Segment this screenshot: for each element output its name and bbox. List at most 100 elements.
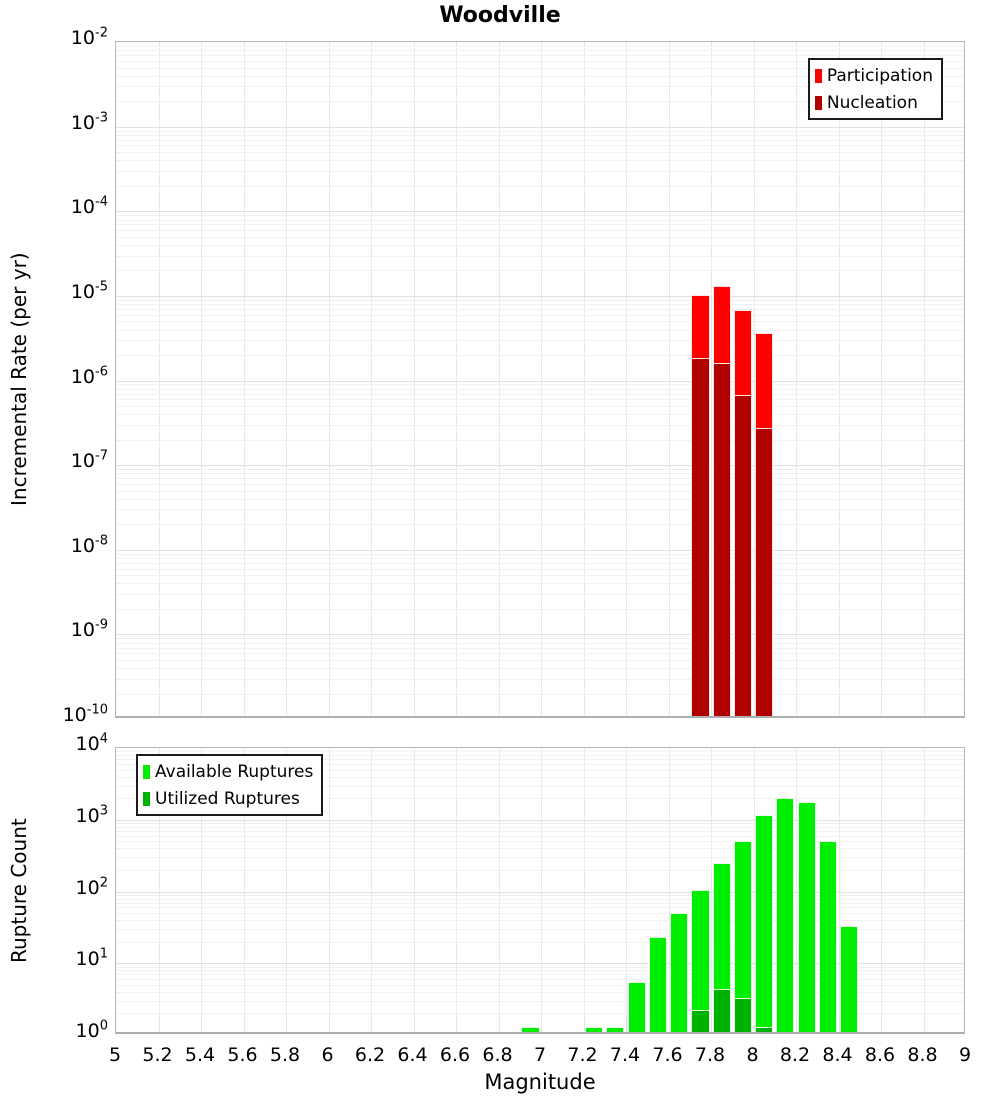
gridline-minor: [116, 309, 964, 310]
gridline-vertical: [923, 42, 925, 716]
gridline-minor: [116, 769, 964, 771]
gridline-major: [116, 819, 964, 821]
gridline-vertical: [413, 42, 415, 716]
gridline-minor: [116, 134, 964, 136]
gridline-minor: [116, 826, 964, 828]
gridline-minor: [116, 823, 964, 824]
gridline-minor: [116, 524, 964, 526]
gridline-vertical: [498, 42, 500, 716]
x-tick-label: 7: [533, 1044, 547, 1066]
gridline-minor: [116, 388, 964, 390]
gridline-minor: [116, 869, 964, 871]
gridline-minor: [116, 659, 964, 661]
gridline-minor: [116, 848, 964, 850]
legend-entry-participation: Participation: [814, 62, 933, 89]
gridline-minor: [116, 594, 964, 595]
gridline-vertical: [796, 42, 797, 716]
gridline-vertical: [201, 748, 202, 1032]
gridline-minor: [116, 841, 964, 843]
bar-available-ruptures: [585, 1027, 604, 1032]
y-tick-label: 10-2: [70, 25, 108, 49]
gridline-minor: [116, 355, 964, 356]
gridline-minor: [116, 230, 964, 231]
gridline-minor: [116, 393, 964, 395]
gridline-minor: [116, 929, 964, 930]
gridline-minor: [116, 693, 964, 695]
gridline-minor: [116, 490, 964, 492]
gridline-vertical: [286, 42, 287, 716]
gridline-minor: [116, 966, 964, 968]
gridline-minor: [116, 130, 964, 132]
gridline-minor: [116, 755, 964, 756]
gridline-vertical: [838, 748, 840, 1032]
legend-label-available-ruptures: Available Ruptures: [155, 761, 314, 782]
bar-utilized-ruptures: [712, 988, 731, 1032]
legend-count: Available Ruptures Utilized Ruptures: [136, 754, 324, 816]
bar-available-ruptures: [755, 815, 774, 1032]
x-tick-label: 5.2: [142, 1044, 173, 1066]
gridline-minor: [116, 321, 964, 323]
x-tick-label: 6.4: [397, 1044, 428, 1066]
gridline-minor: [116, 340, 964, 342]
gridline-vertical: [158, 42, 160, 716]
x-tick-label: 9: [958, 1044, 972, 1066]
bar-available-ruptures: [691, 890, 710, 1032]
gridline-major: [116, 211, 964, 213]
bar-available-ruptures: [627, 981, 646, 1032]
chart-title: Woodville: [439, 3, 561, 28]
x-tick-label: 8.8: [907, 1044, 938, 1066]
gridline-minor: [116, 399, 964, 401]
gridline-minor: [116, 898, 964, 900]
gridline-minor: [116, 907, 964, 909]
gridline-minor: [116, 798, 964, 800]
gridline-vertical: [456, 42, 457, 716]
x-tick-label: 5.4: [184, 1044, 216, 1066]
x-tick-label: 8.2: [779, 1044, 811, 1066]
gridline-minor: [116, 941, 964, 943]
gridline-minor: [116, 759, 964, 761]
gridline-vertical: [413, 748, 415, 1032]
gridline-minor: [116, 45, 964, 47]
gridline-minor: [116, 215, 964, 217]
legend-label-participation: Participation: [826, 65, 933, 86]
gridline-vertical: [668, 42, 670, 716]
gridline-minor: [116, 244, 964, 246]
gridline-minor: [116, 583, 964, 585]
gridline-minor: [116, 653, 964, 655]
gridline-major: [116, 549, 964, 551]
x-tick-label: 7.6: [652, 1044, 683, 1066]
gridline-minor: [116, 139, 964, 141]
legend-rate: Participation Nucleation: [807, 58, 943, 120]
x-tick-label: 8.6: [864, 1044, 896, 1066]
gridline-minor: [116, 562, 964, 564]
gridline-vertical: [753, 748, 755, 1032]
gridline-vertical: [583, 42, 585, 716]
gridline-minor: [116, 145, 964, 147]
bar-available-ruptures: [818, 840, 838, 1032]
bar-available-ruptures: [840, 926, 859, 1032]
bar-available-ruptures: [670, 912, 689, 1032]
bar-available-ruptures: [606, 1027, 625, 1032]
gridline-minor: [116, 67, 964, 69]
gridline-minor: [116, 553, 964, 555]
gridline-vertical: [498, 748, 500, 1032]
gridline-vertical: [923, 748, 925, 1032]
gridline-minor: [116, 299, 964, 301]
legend-label-utilized-ruptures: Utilized Ruptures: [155, 788, 300, 809]
gridline-minor: [116, 785, 964, 787]
gridline-minor: [116, 255, 964, 257]
x-tick-label: 7.2: [567, 1044, 598, 1066]
gridline-minor: [116, 329, 964, 331]
gridline-minor: [116, 314, 964, 316]
y-tick-label: 10-3: [70, 110, 108, 134]
gridline-minor: [116, 75, 964, 77]
gridline-minor: [116, 483, 964, 485]
gridline-minor: [116, 974, 964, 976]
y-tick-label: 10-9: [70, 618, 108, 642]
utilized-ruptures-swatch-icon: [143, 791, 150, 806]
y-tick-label: 10-6: [70, 364, 108, 388]
y-tick-label: 10-4: [70, 194, 108, 219]
gridline-vertical: [711, 748, 712, 1032]
gridline-vertical: [668, 748, 670, 1032]
